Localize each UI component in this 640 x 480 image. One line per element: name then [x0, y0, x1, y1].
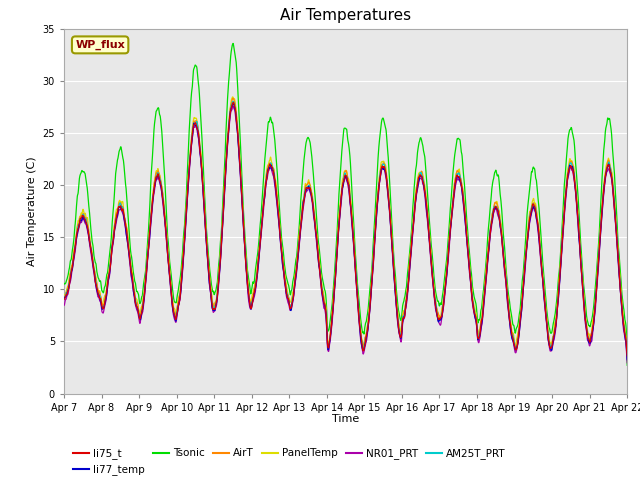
Title: Air Temperatures: Air Temperatures: [280, 9, 411, 24]
Legend: li75_t, li77_temp, Tsonic, AirT, PanelTemp, NR01_PRT, AM25T_PRT: li75_t, li77_temp, Tsonic, AirT, PanelTe…: [69, 444, 509, 480]
Y-axis label: Air Temperature (C): Air Temperature (C): [27, 156, 37, 266]
Text: WP_flux: WP_flux: [76, 40, 125, 50]
X-axis label: Time: Time: [332, 414, 359, 424]
